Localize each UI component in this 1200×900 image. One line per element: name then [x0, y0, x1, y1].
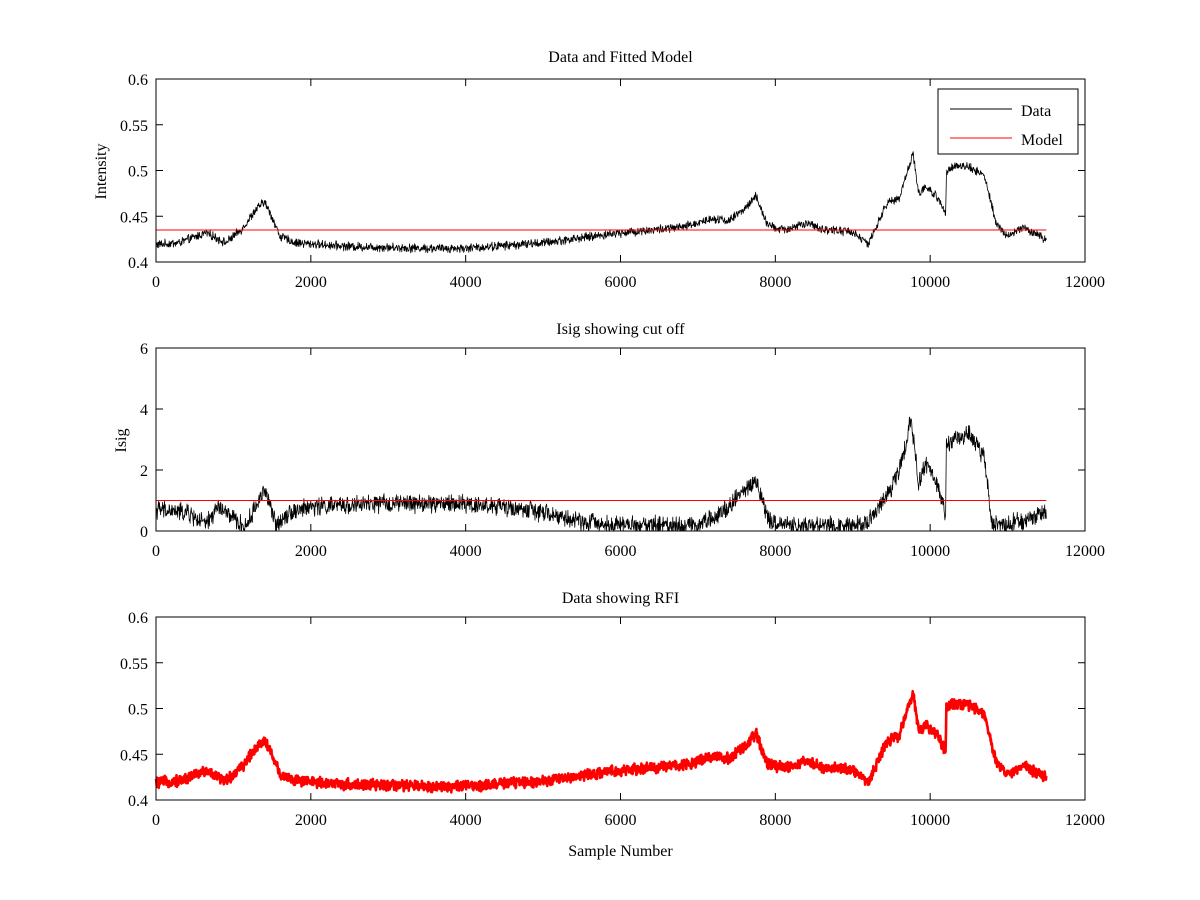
x-tick-label: 4000: [450, 812, 482, 829]
y-tick-label: 0.4: [128, 255, 148, 272]
subplot-3-plot-area: [154, 689, 1048, 794]
y-tick-label: 0.5: [128, 164, 148, 181]
subplot-1-title: Data and Fitted Model: [548, 49, 693, 66]
y-tick-label: 0.55: [120, 118, 148, 135]
subplot-1-axes: 0 2000 4000 6000 8000 10000 12000 0.4 0.45 0.5 0.5…: [120, 72, 1105, 291]
subplot-2-title: Isig showing cut off: [556, 321, 685, 338]
subplot-1-plot-area: [155, 151, 1047, 254]
x-tick-label: 6000: [605, 543, 637, 560]
subplot-3-axes: 0 2000 4000 6000 8000 10000 12000 0.4 0.45 0.5 0.5…: [120, 610, 1105, 829]
y-tick-label: 0.45: [120, 747, 148, 764]
x-tick-label: 12000: [1065, 812, 1105, 829]
x-tick-label: 4000: [450, 274, 482, 291]
x-tick-label: 6000: [605, 274, 637, 291]
x-tick-label: 0: [152, 812, 160, 829]
y-tick-label: 0.4: [128, 793, 148, 810]
legend-box: [937, 88, 1079, 155]
subplot-2-ylabel: Isig: [113, 429, 130, 453]
subplot-3-title: Data showing RFI: [562, 590, 679, 607]
y-tick-label: 0.6: [128, 610, 148, 627]
y-tick-label: 6: [140, 341, 148, 358]
x-tick-label: 2000: [295, 543, 327, 560]
x-tick-label: 8000: [759, 274, 791, 291]
subplot-2-series-1: [155, 416, 1047, 532]
subplot-1: Data and Fitted Model Intensity 0 2000 400…: [93, 49, 1105, 291]
subplot-3: Data showing RFI 0 2000 4000 6000 8000 10000 1…: [120, 590, 1105, 860]
subplot-3-series-1: [154, 689, 1048, 794]
x-tick-label: 2000: [295, 274, 327, 291]
x-tick-label: 12000: [1065, 274, 1105, 291]
y-tick-label: 4: [140, 402, 148, 419]
y-tick-label: 2: [140, 463, 148, 480]
legend-model-label: Model: [1021, 132, 1063, 149]
x-tick-label: 10000: [910, 812, 950, 829]
subplot-1-legend: Data Model: [937, 88, 1079, 155]
x-tick-label: 8000: [759, 812, 791, 829]
x-tick-label: 2000: [295, 812, 327, 829]
legend-data-label: Data: [1021, 103, 1051, 120]
y-tick-label: 0.55: [120, 656, 148, 673]
y-tick-label: 0.6: [128, 72, 148, 89]
y-tick-label: 0: [140, 524, 148, 541]
x-tick-label: 12000: [1065, 543, 1105, 560]
y-tick-label: 0.45: [120, 209, 148, 226]
subplot-3-xlabel: Sample Number: [568, 843, 673, 860]
x-tick-label: 0: [152, 274, 160, 291]
x-tick-label: 0: [152, 543, 160, 560]
x-tick-label: 6000: [605, 812, 637, 829]
subplot-2: Isig showing cut off Isig 0 2000 4000 6000 8…: [113, 321, 1105, 560]
x-tick-label: 4000: [450, 543, 482, 560]
subplot-2-axes: 0 2000 4000 6000 8000 10000 12000 0 2 4 6: [140, 341, 1105, 560]
x-tick-label: 10000: [910, 543, 950, 560]
subplot-2-plot-area: [155, 416, 1047, 532]
x-tick-label: 8000: [759, 543, 791, 560]
subplot-1-series-data: [155, 151, 1047, 254]
subplot-1-ylabel: Intensity: [93, 144, 110, 200]
x-tick-label: 10000: [910, 274, 950, 291]
y-tick-label: 0.5: [128, 702, 148, 719]
